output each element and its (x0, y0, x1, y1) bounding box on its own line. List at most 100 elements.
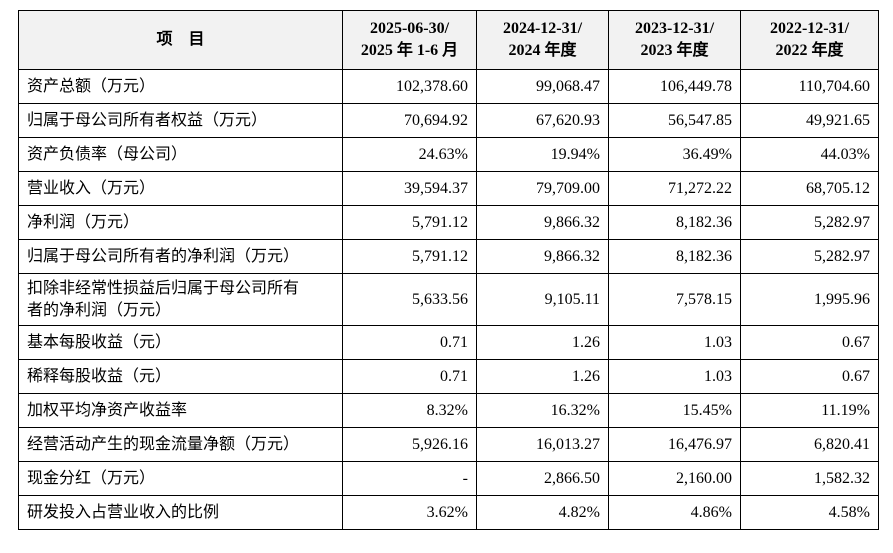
cell-text: 4.58% (828, 503, 870, 521)
row-label: 资产负债率（母公司） (18, 137, 343, 172)
value-cell: 79,709.00 (476, 171, 609, 206)
cell-text: 净利润（万元） (27, 213, 140, 231)
cell-text: 0.71 (440, 333, 468, 351)
cell-text: 24.63% (418, 145, 468, 163)
table-row: 资产总额（万元） 102,378.60 99,068.47 106,449.78 110… (18, 69, 879, 104)
row-label: 归属于母公司所有者的净利润（万元） (18, 239, 343, 274)
cell-text: 110,704.60 (798, 77, 870, 95)
cell-text: 71,272.22 (668, 179, 732, 197)
header-text: 2024-12-31/ (502, 20, 583, 37)
value-cell: 5,791.12 (342, 239, 477, 274)
cell-text: 基本每股收益（元） (27, 333, 172, 351)
cell-text: - (462, 469, 468, 487)
cell-text: 39,594.37 (404, 179, 468, 197)
cell-text: 70,694.92 (404, 111, 468, 129)
cell-text: 1,995.96 (814, 290, 870, 308)
table-body: 资产总额（万元） 102,378.60 99,068.47 106,449.78 110… (18, 69, 879, 530)
header-text: 2022-12-31/ (769, 20, 850, 37)
value-cell: 67,620.93 (476, 103, 609, 138)
cell-text: 9,866.32 (544, 213, 600, 231)
table-row: 归属于母公司所有者权益（万元） 70,694.92 67,620.93 56,547.… (18, 103, 879, 138)
cell-text: 2,866.50 (544, 469, 600, 487)
cell-text: 研发投入占营业收入的比例 (27, 503, 220, 521)
value-cell: 19.94% (476, 137, 609, 172)
value-cell: 5,926.16 (342, 427, 477, 462)
cell-text: 8,182.36 (676, 247, 732, 265)
row-label: 营业收入（万元） (18, 171, 343, 206)
value-cell: 7,578.15 (608, 273, 741, 326)
cell-text: 67,620.93 (536, 111, 600, 129)
cell-text: 15.45% (682, 401, 732, 419)
header-text: 2025 年 1-6 月 (360, 42, 459, 59)
cell-text: 16.32% (550, 401, 600, 419)
value-cell: 1.26 (476, 325, 609, 360)
cell-text: 36.49% (682, 145, 732, 163)
header-text: 2022 年度 (775, 42, 844, 59)
value-cell: 99,068.47 (476, 69, 609, 104)
cell-text: 5,282.97 (814, 247, 870, 265)
row-label: 现金分红（万元） (18, 461, 343, 496)
cell-text: 102,378.60 (396, 77, 468, 95)
cell-text: 8.32% (426, 401, 468, 419)
value-cell: 44.03% (740, 137, 879, 172)
row-label: 扣除非经常性损益后归属于母公司所有者的净利润（万元） (18, 273, 343, 326)
cell-text: 79,709.00 (536, 179, 600, 197)
value-cell: 5,791.12 (342, 205, 477, 240)
value-cell: 16.32% (476, 393, 609, 428)
cell-text: 9,866.32 (544, 247, 600, 265)
value-cell: 5,282.97 (740, 239, 879, 274)
table-row: 归属于母公司所有者的净利润（万元） 5,791.12 9,866.32 8,182.3… (18, 239, 879, 274)
row-label: 净利润（万元） (18, 205, 343, 240)
cell-text: 56,547.85 (668, 111, 732, 129)
header-text: 2023-12-31/ (634, 20, 715, 37)
value-cell: 39,594.37 (342, 171, 477, 206)
value-cell: 56,547.85 (608, 103, 741, 138)
cell-text: 归属于母公司所有者权益（万元） (27, 111, 268, 129)
cell-text: 0.67 (842, 367, 870, 385)
table-row: 稀释每股收益（元） 0.71 1.26 1.03 0.67 (18, 359, 879, 394)
cell-text: 1.03 (704, 333, 732, 351)
value-cell: 71,272.22 (608, 171, 741, 206)
cell-text: 营业收入（万元） (27, 179, 156, 197)
value-cell: 15.45% (608, 393, 741, 428)
value-cell: 9,105.11 (476, 273, 609, 326)
value-cell: 11.19% (740, 393, 879, 428)
value-cell: 4.58% (740, 495, 879, 530)
value-cell: 2,866.50 (476, 461, 609, 496)
table-row: 基本每股收益（元） 0.71 1.26 1.03 0.67 (18, 325, 879, 360)
value-cell: 0.71 (342, 325, 477, 360)
header-text: 2025-06-30/ (369, 20, 450, 37)
cell-text: 5,791.12 (412, 247, 468, 265)
value-cell: 1.03 (608, 359, 741, 394)
cell-text: 加权平均净资产收益率 (27, 401, 188, 419)
cell-text: 归属于母公司所有者的净利润（万元） (27, 247, 300, 265)
cell-text: 11.19% (821, 401, 870, 419)
table-row: 经营活动产生的现金流量净额（万元） 5,926.16 16,013.27 16,476… (18, 427, 879, 462)
cell-text: 106,449.78 (660, 77, 732, 95)
cell-text: 16,476.97 (668, 435, 732, 453)
value-cell: 1,582.32 (740, 461, 879, 496)
value-cell: 8,182.36 (608, 205, 741, 240)
cell-text: 3.62% (426, 503, 468, 521)
value-cell: 9,866.32 (476, 239, 609, 274)
cell-text: 稀释每股收益（元） (27, 367, 172, 385)
value-cell: 49,921.65 (740, 103, 879, 138)
table-row: 现金分红（万元） - 2,866.50 2,160.00 1,582.32 (18, 461, 879, 496)
header-cell: 2024-12-31/2024 年度 (476, 10, 609, 70)
cell-text: 5,926.16 (412, 435, 468, 453)
value-cell: - (342, 461, 477, 496)
cell-text: 资产总额（万元） (27, 77, 156, 95)
row-label: 研发投入占营业收入的比例 (18, 495, 343, 530)
cell-text: 资产负债率（母公司） (27, 145, 188, 163)
value-cell: 68,705.12 (740, 171, 879, 206)
value-cell: 106,449.78 (608, 69, 741, 104)
cell-text: 49,921.65 (806, 111, 870, 129)
header-cell: 2023-12-31/2023 年度 (608, 10, 741, 70)
row-label: 稀释每股收益（元） (18, 359, 343, 394)
cell-text: 0.67 (842, 333, 870, 351)
cell-text: 4.82% (558, 503, 600, 521)
value-cell: 36.49% (608, 137, 741, 172)
value-cell: 70,694.92 (342, 103, 477, 138)
header-cell: 2025-06-30/2025 年 1-6 月 (342, 10, 477, 70)
row-label: 经营活动产生的现金流量净额（万元） (18, 427, 343, 462)
